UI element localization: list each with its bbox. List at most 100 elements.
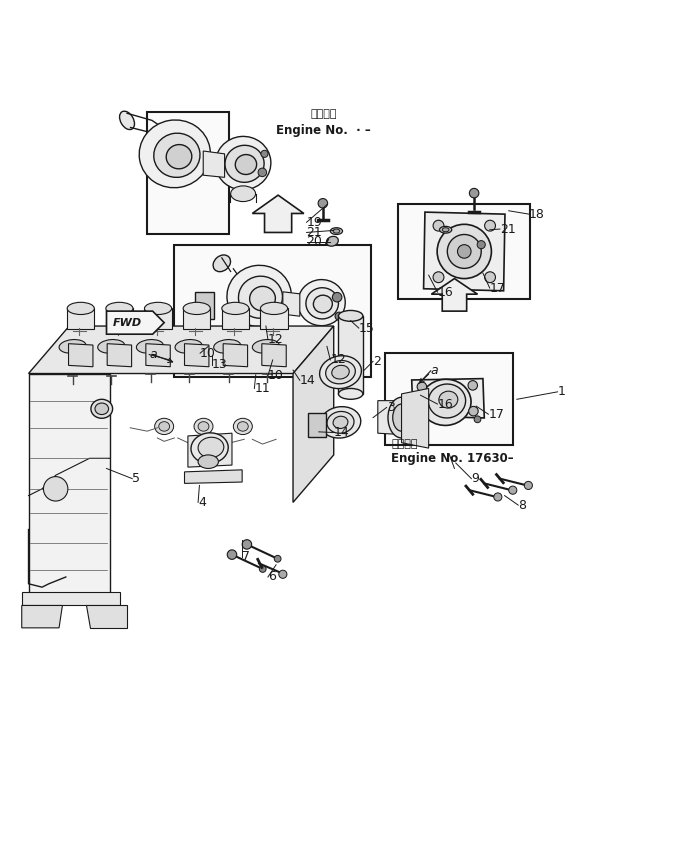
Circle shape [447, 234, 481, 269]
Text: 2: 2 [373, 354, 381, 368]
Ellipse shape [98, 339, 125, 354]
Text: 14: 14 [300, 374, 315, 386]
Polygon shape [146, 344, 170, 367]
Ellipse shape [260, 302, 287, 315]
Ellipse shape [338, 311, 363, 322]
Ellipse shape [106, 302, 133, 315]
Ellipse shape [155, 418, 174, 434]
Ellipse shape [91, 399, 112, 418]
Circle shape [469, 189, 479, 198]
Text: 17: 17 [490, 281, 505, 295]
Circle shape [417, 405, 426, 414]
Ellipse shape [213, 255, 231, 272]
Ellipse shape [333, 416, 348, 429]
Polygon shape [223, 344, 248, 367]
Ellipse shape [120, 111, 134, 130]
Ellipse shape [238, 276, 283, 318]
Text: 10: 10 [200, 347, 216, 360]
Circle shape [274, 556, 281, 562]
Ellipse shape [144, 302, 172, 315]
Circle shape [44, 477, 68, 501]
Circle shape [242, 540, 252, 549]
Text: 20: 20 [306, 236, 323, 248]
Polygon shape [144, 308, 172, 328]
Text: Engine No.  · –: Engine No. · – [276, 124, 371, 137]
Polygon shape [262, 344, 286, 367]
Circle shape [227, 550, 237, 559]
Circle shape [468, 381, 477, 390]
Polygon shape [69, 344, 93, 367]
Ellipse shape [198, 455, 219, 468]
Text: Engine No. 17630–: Engine No. 17630– [392, 451, 514, 465]
Polygon shape [67, 308, 94, 328]
Text: 7: 7 [242, 550, 250, 563]
Ellipse shape [332, 365, 349, 379]
Text: 1: 1 [558, 386, 565, 398]
Ellipse shape [442, 227, 449, 232]
Ellipse shape [333, 229, 340, 233]
Bar [174, 245, 371, 377]
Text: 13: 13 [212, 358, 227, 371]
Text: 21: 21 [306, 226, 322, 239]
Circle shape [477, 241, 486, 248]
Circle shape [335, 312, 343, 320]
Circle shape [258, 168, 266, 177]
Circle shape [485, 272, 496, 283]
Polygon shape [293, 326, 334, 503]
Circle shape [433, 272, 444, 283]
Ellipse shape [439, 392, 458, 408]
Ellipse shape [59, 339, 86, 354]
Polygon shape [185, 470, 242, 483]
Ellipse shape [338, 388, 363, 399]
Text: 適用号機: 適用号機 [311, 109, 337, 119]
Bar [308, 413, 326, 437]
Text: 15: 15 [359, 322, 375, 334]
Polygon shape [222, 308, 249, 328]
Text: 12: 12 [330, 354, 346, 366]
Polygon shape [185, 344, 209, 367]
Circle shape [524, 482, 533, 489]
Text: FWD: FWD [112, 317, 142, 328]
Ellipse shape [95, 403, 108, 414]
Text: a: a [430, 365, 439, 377]
Polygon shape [107, 344, 131, 367]
Ellipse shape [313, 296, 332, 313]
Ellipse shape [428, 384, 466, 418]
Circle shape [279, 570, 287, 578]
Ellipse shape [175, 339, 202, 354]
Ellipse shape [330, 227, 343, 234]
Polygon shape [283, 292, 300, 317]
Text: 6: 6 [268, 571, 276, 584]
Polygon shape [253, 195, 304, 232]
Polygon shape [378, 401, 402, 434]
Polygon shape [29, 326, 334, 374]
Circle shape [433, 221, 444, 231]
Ellipse shape [215, 136, 271, 189]
Circle shape [318, 199, 328, 208]
Ellipse shape [198, 422, 209, 431]
Polygon shape [424, 212, 505, 290]
Ellipse shape [139, 120, 210, 188]
Circle shape [494, 493, 502, 501]
Circle shape [437, 224, 492, 279]
Ellipse shape [159, 422, 170, 431]
Text: 10: 10 [268, 369, 284, 382]
Ellipse shape [388, 397, 415, 438]
Ellipse shape [183, 302, 210, 315]
Circle shape [261, 150, 268, 157]
Text: 適用号機: 適用号機 [392, 440, 418, 450]
Bar [147, 113, 229, 234]
Polygon shape [203, 151, 225, 178]
Text: 8: 8 [518, 498, 526, 512]
Ellipse shape [319, 355, 362, 389]
Text: 11: 11 [255, 382, 270, 395]
Ellipse shape [439, 226, 452, 233]
Ellipse shape [227, 265, 291, 327]
Ellipse shape [198, 437, 224, 458]
Text: a: a [149, 348, 157, 361]
Ellipse shape [327, 412, 354, 434]
Ellipse shape [306, 288, 338, 319]
Text: 19: 19 [306, 216, 322, 229]
Polygon shape [412, 379, 484, 418]
Polygon shape [431, 279, 477, 312]
